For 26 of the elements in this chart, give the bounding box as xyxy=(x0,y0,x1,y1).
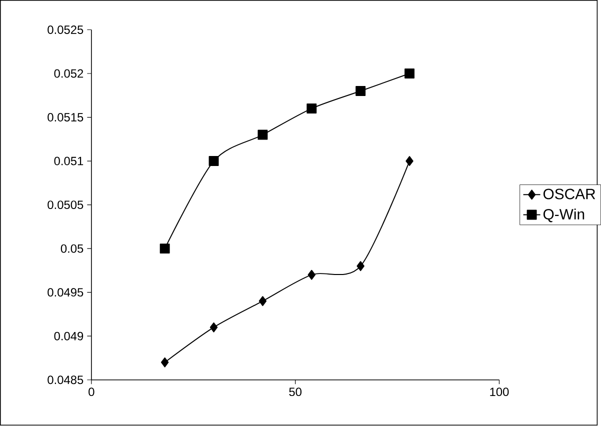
y-tick-label: 0.051 xyxy=(54,157,84,166)
point xyxy=(356,261,364,272)
point xyxy=(306,104,317,114)
point xyxy=(258,130,268,140)
y-tick-label: 0.0495 xyxy=(48,288,84,297)
point xyxy=(406,156,414,166)
y-tick-label: 0.049 xyxy=(54,332,84,341)
point xyxy=(208,156,219,166)
y-tick-label: 0.0505 xyxy=(48,200,84,210)
point xyxy=(404,68,414,79)
x-tick-label: 50 xyxy=(289,388,302,396)
point xyxy=(160,358,169,368)
x-tick-label: 100 xyxy=(490,388,509,396)
y-tick-label: 0.0485 xyxy=(48,376,84,384)
point xyxy=(210,322,218,333)
y-tick-label: 0.0515 xyxy=(48,113,84,122)
point xyxy=(356,86,366,96)
x-tick-label: 0 xyxy=(88,388,94,396)
y-tick-label: 0.05 xyxy=(60,244,84,254)
legend-label: OSCAR xyxy=(543,188,596,200)
point xyxy=(258,296,267,306)
y-tick-label: 0.0525 xyxy=(48,26,84,34)
point xyxy=(308,270,316,280)
point xyxy=(160,244,170,254)
y-tick-label: 0.052 xyxy=(54,70,84,78)
legend-label: Q-Win xyxy=(543,208,584,222)
